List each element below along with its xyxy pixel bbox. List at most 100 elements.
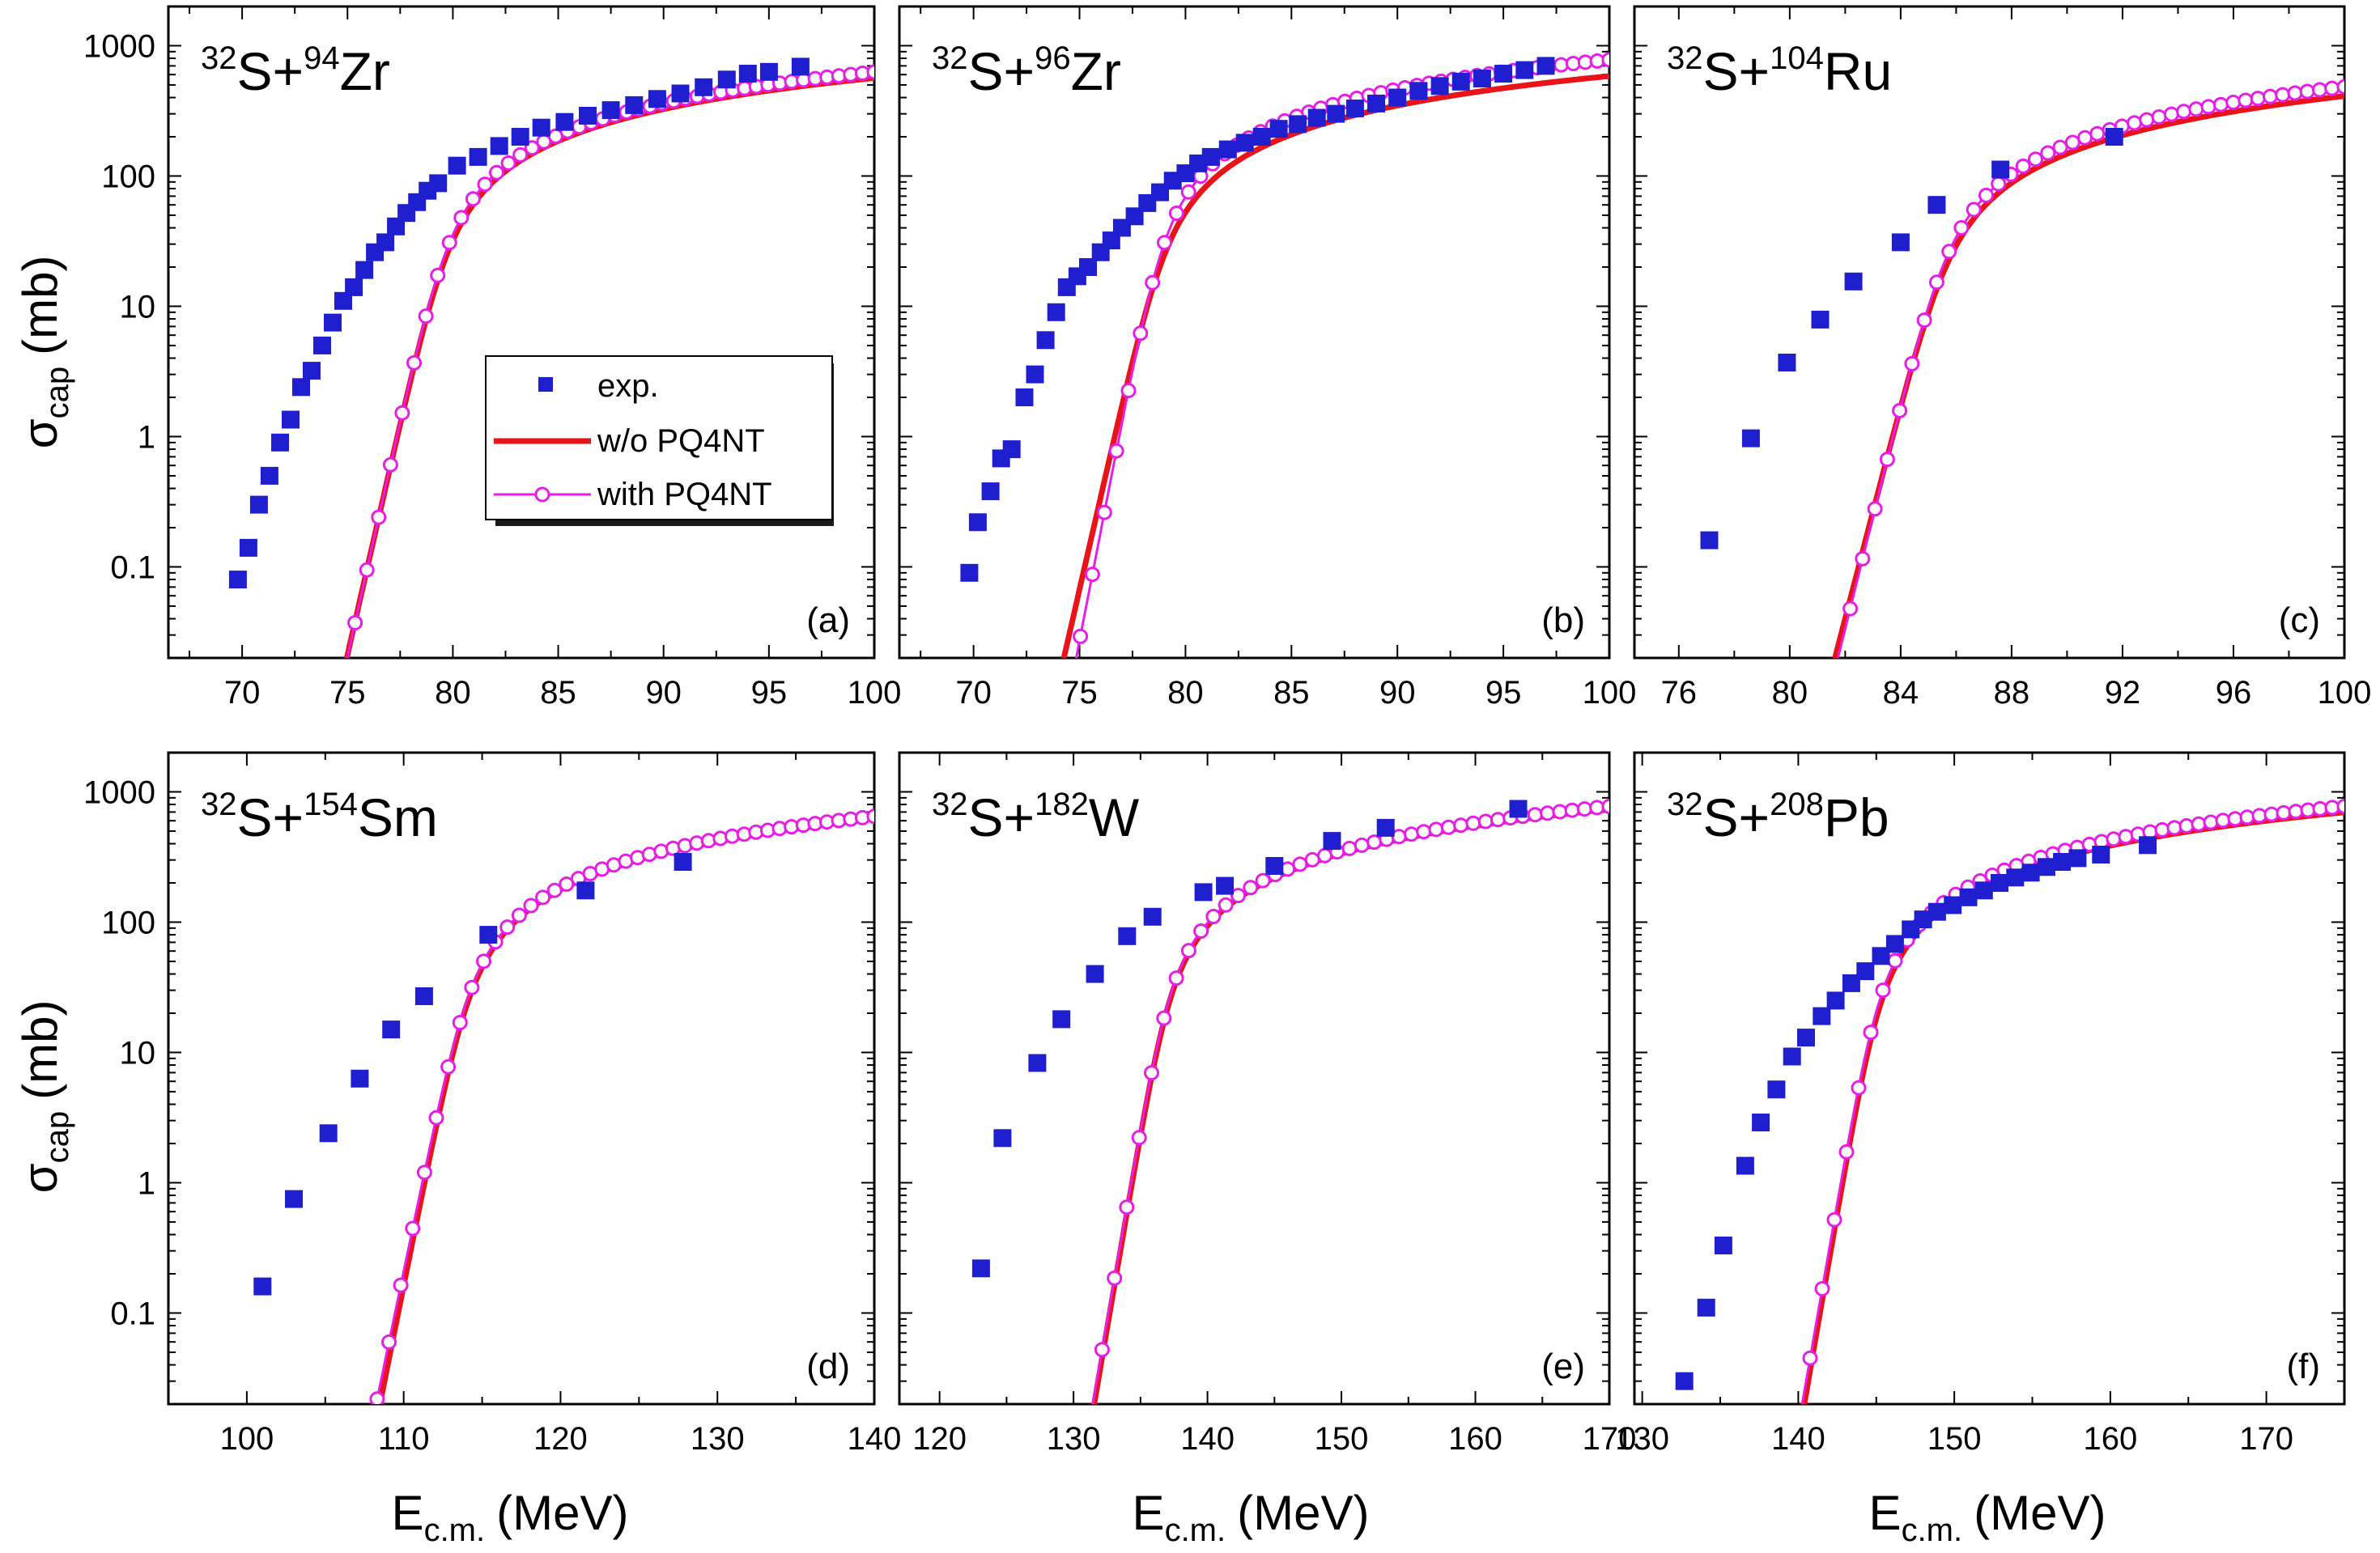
with-pq4nt-marker: [2299, 83, 2315, 100]
with-pq4nt-marker: [393, 1277, 409, 1293]
panel-letter: (f): [2286, 1347, 2320, 1386]
with-pq4nt-marker: [1243, 880, 1259, 896]
target-mass: 208: [1770, 787, 1824, 822]
with-pq4nt-marker: [1428, 821, 1444, 838]
with-pq4nt-marker: [1230, 888, 1246, 904]
projectile-mass: 32: [932, 40, 968, 76]
with-pq4nt-marker: [1304, 851, 1320, 868]
x-tick-label: 150: [1927, 1421, 1982, 1457]
x-tick-label: 96: [2216, 675, 2252, 711]
panel-letter: (d): [806, 1347, 850, 1386]
exp-point: [228, 571, 247, 589]
projectile-symbol: S+: [237, 41, 304, 101]
with-pq4nt-marker: [1180, 184, 1196, 200]
exp-point: [1856, 962, 1875, 981]
exp-point: [2037, 858, 2055, 876]
with-pq4nt-marker: [2203, 814, 2219, 830]
exp-point: [1974, 881, 1993, 900]
with-pq4nt-marker: [2040, 145, 2056, 161]
with-pq4nt-marker: [1354, 837, 1370, 853]
panel-a: 0.1 1 10 100 1000 70 75 80 85 90 95 100 32S+94Zr (a): [83, 5, 901, 711]
with-pq4nt-marker: [1904, 355, 1920, 371]
with-pq4nt-marker: [1218, 897, 1234, 913]
exp-point: [1536, 57, 1555, 75]
with-pq4nt-marker: [2106, 831, 2122, 847]
with-pq4nt-marker: [1576, 801, 1592, 817]
projectile-symbol: S+: [968, 41, 1035, 101]
exp-point: [1269, 120, 1288, 138]
exp-point: [1783, 1047, 1801, 1066]
with-pq4nt-marker: [2188, 101, 2204, 117]
exp-point: [576, 881, 595, 900]
legend-with-label: with PQ4NT: [597, 477, 772, 512]
with-pq4nt-marker: [2336, 78, 2344, 95]
target-mass: 96: [1035, 40, 1071, 76]
target-symbol: Sm: [358, 787, 438, 847]
y-tick-label: 1: [138, 1165, 155, 1201]
x-tick-label: 76: [1661, 675, 1698, 711]
with-pq4nt-marker: [382, 456, 398, 473]
projectile-symbol: S+: [1703, 41, 1770, 101]
with-pq4nt-marker: [2166, 820, 2182, 836]
with-pq4nt-marker: [452, 1015, 468, 1030]
y-axis-label-main: σ: [13, 1163, 67, 1193]
x-tick-label: 100: [1583, 675, 1637, 711]
with-pq4nt-marker: [1108, 443, 1124, 459]
with-pq4nt-marker: [523, 897, 539, 914]
exp-point: [1036, 331, 1055, 350]
with-pq4nt-marker: [1589, 800, 1605, 816]
exp-point: [579, 107, 597, 125]
with-pq4nt-marker: [2288, 804, 2304, 820]
with-pq4nt-marker: [559, 876, 575, 892]
exp-point: [2105, 128, 2123, 146]
exp-point: [1388, 88, 1407, 107]
with-pq4nt-marker: [1193, 923, 1209, 939]
with-pq4nt-marker: [2312, 82, 2327, 98]
exp-point: [511, 128, 529, 146]
exp-point: [260, 466, 278, 485]
exp-point: [2021, 863, 2040, 882]
with-pq4nt-marker: [546, 882, 563, 898]
with-pq4nt-marker: [2191, 816, 2207, 832]
exp-point: [382, 1020, 401, 1039]
with-pq4nt-marker: [2215, 813, 2231, 829]
exp-point: [1675, 1372, 1694, 1390]
y-tick-label: 0.1: [110, 549, 155, 585]
x-tick-label: 160: [1448, 1421, 1502, 1457]
legend-exp-marker: [538, 377, 553, 392]
exp-point: [1741, 429, 1760, 448]
with-pq4nt-marker: [453, 210, 470, 226]
projectile-mass: 32: [1667, 787, 1703, 822]
exp-point: [1959, 888, 1978, 906]
with-pq4nt-marker: [394, 405, 410, 421]
with-pq4nt-marker: [1527, 807, 1543, 823]
x-axis-label-sub: c.m.: [1902, 1513, 1963, 1548]
with-pq4nt-marker: [1120, 383, 1137, 399]
y-tick-label: 0.1: [110, 1296, 155, 1331]
exp-point: [1118, 927, 1137, 945]
panel-c: 76 80 84 88 92 96 100 32S+104Ru (c): [1633, 5, 2371, 711]
x-tick-label: 80: [1167, 675, 1204, 711]
with-pq4nt-marker: [866, 64, 874, 80]
exp-point: [1323, 832, 1341, 851]
panel-reaction-label: 32S+104Ru: [1667, 40, 1892, 101]
exp-point: [1218, 140, 1237, 159]
x-tick-label: 88: [1994, 675, 2030, 711]
with-pq4nt-marker: [2163, 106, 2179, 122]
x-tick-label: 150: [1315, 1421, 1369, 1457]
y-axis-label-top: σcap (mb): [13, 256, 75, 449]
with-pq4nt-marker: [476, 953, 491, 970]
y-tick-label: 10: [120, 1035, 156, 1071]
x-tick-label: 110: [378, 1421, 430, 1457]
with-pq4nt-marker: [2287, 85, 2303, 101]
y-tick-label: 100: [101, 905, 155, 940]
x-axis-label-unit: (MeV): [1237, 1486, 1369, 1540]
x-axis-label-main: E: [1869, 1486, 1902, 1540]
exp-point: [1473, 70, 1491, 87]
panel-plot-area: [971, 798, 1609, 1404]
with-pq4nt-marker: [1168, 206, 1184, 221]
legend-wo-label: w/o PQ4NT: [597, 423, 765, 459]
exp-point: [1494, 65, 1513, 83]
exp-point: [1047, 303, 1065, 321]
exp-point: [253, 1277, 272, 1296]
